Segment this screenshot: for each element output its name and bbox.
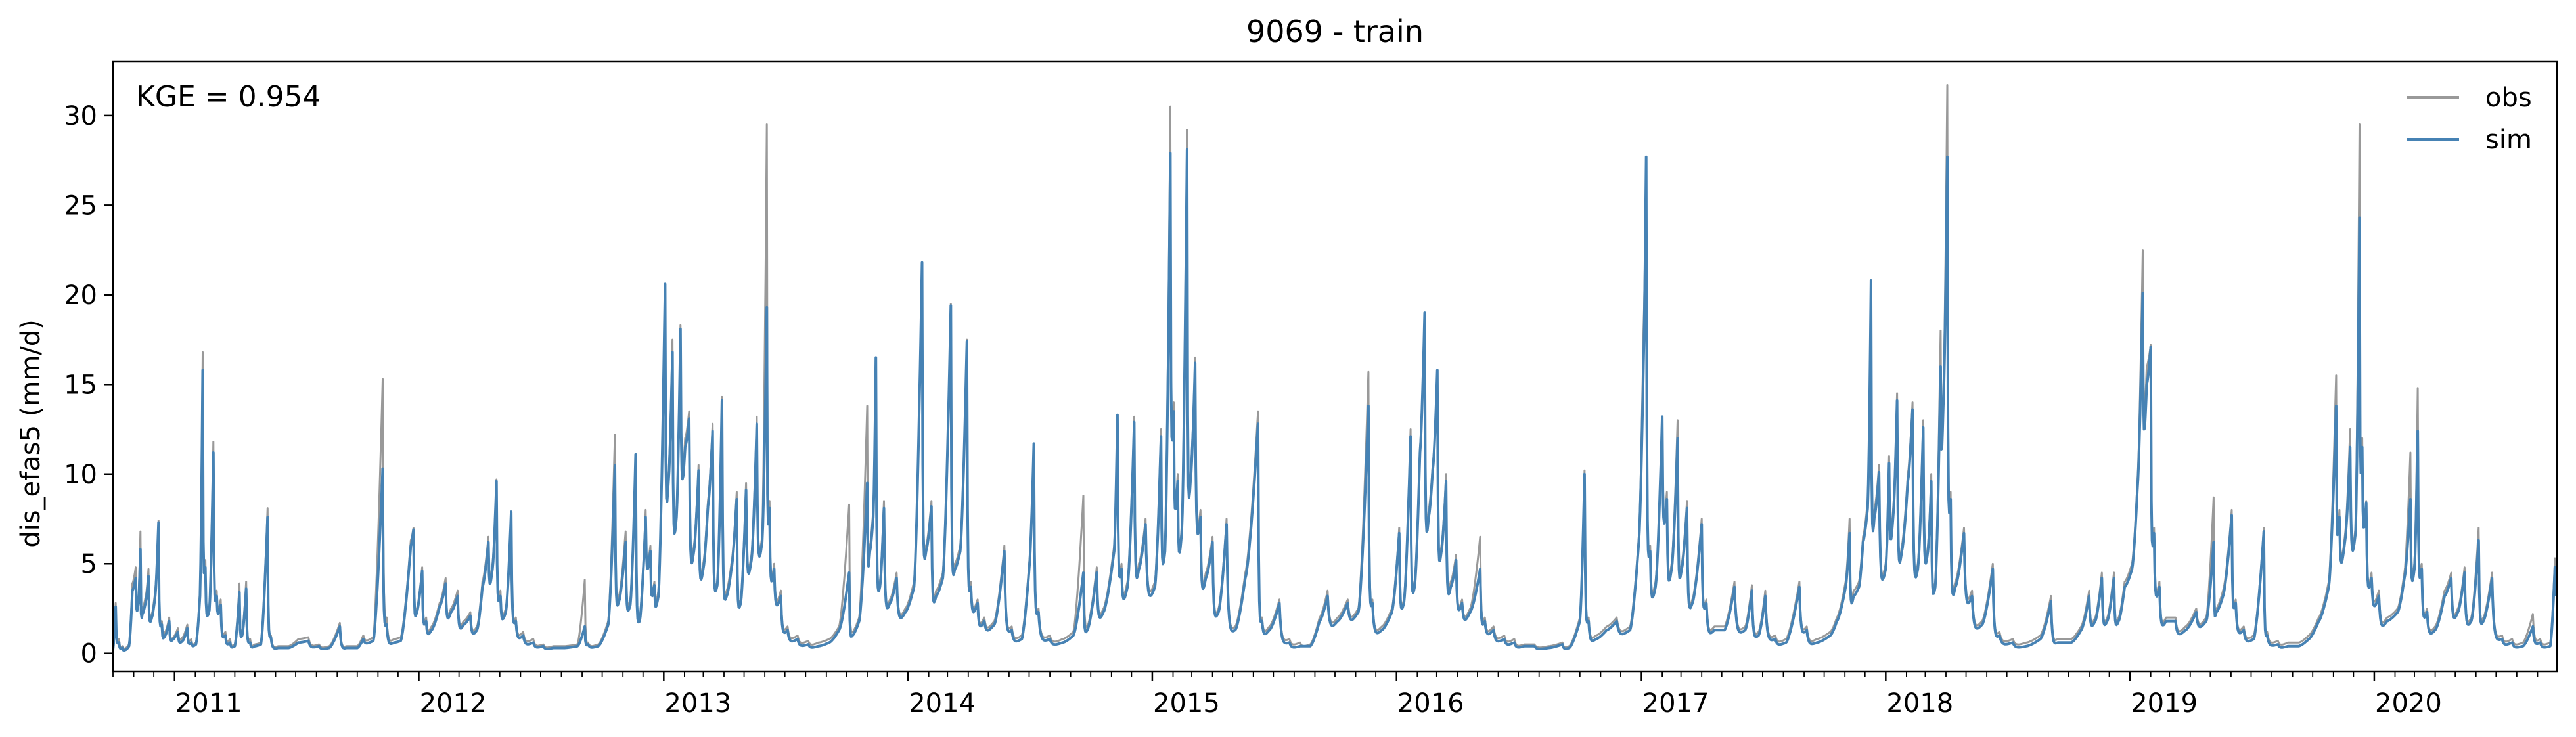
legend-label-obs: obs: [2485, 83, 2532, 113]
series-line-sim: [113, 148, 2557, 652]
y-axis: 0 5 10 15 20 25 30: [64, 101, 113, 669]
x-tick-label-2015: 2015: [1153, 688, 1220, 719]
chart-title: 9069 - train: [1246, 14, 1424, 49]
plot-frame: [112, 60, 2558, 673]
y-tick-label-0: 0: [81, 639, 97, 669]
series-line-obs: [113, 84, 2557, 650]
x-tick-label-2018: 2018: [1886, 688, 1953, 719]
x-tick-label-2017: 2017: [1642, 688, 1709, 719]
y-axis-label: dis_efas5 (mm/d): [16, 319, 46, 548]
x-tick-label-2014: 2014: [909, 688, 976, 719]
y-tick-label-5: 5: [81, 549, 97, 579]
y-tick-label-25: 25: [64, 190, 97, 221]
x-tick-label-2019: 2019: [2131, 688, 2198, 719]
kge-annotation: KGE = 0.954: [136, 80, 321, 114]
x-tick-label-2013: 2013: [664, 688, 731, 719]
legend-label-sim: sim: [2485, 125, 2532, 155]
x-tick-label-2020: 2020: [2375, 688, 2442, 719]
x-tick-label-2011: 2011: [175, 688, 242, 719]
y-tick-label-10: 10: [64, 460, 97, 490]
x-tick-label-2016: 2016: [1397, 688, 1464, 719]
y-tick-label-20: 20: [64, 280, 97, 311]
x-axis: 2011 2012 2013 2014 2015 2016 2017 2018 2019 2020: [112, 671, 2539, 719]
plot-area: [113, 84, 2557, 652]
x-tick-label-2012: 2012: [420, 688, 487, 719]
y-tick-label-30: 30: [64, 101, 97, 131]
legend: obs sim: [2407, 83, 2532, 155]
y-tick-label-15: 15: [64, 370, 97, 400]
